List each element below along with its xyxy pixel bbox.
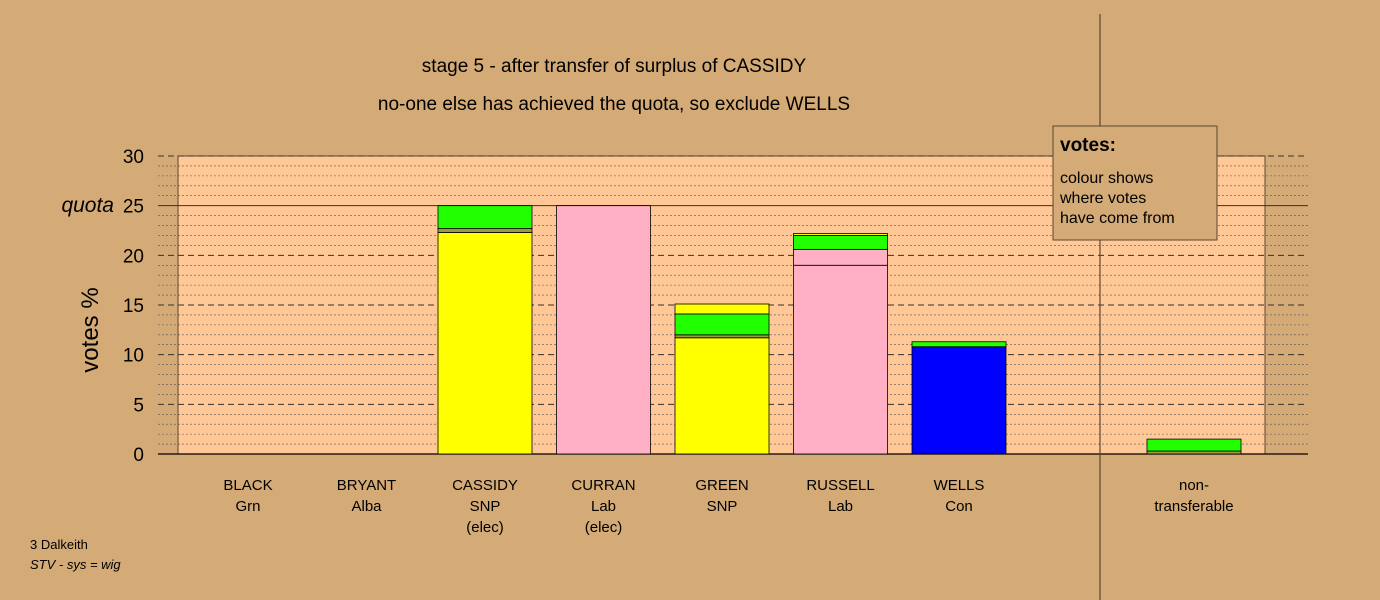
legend-line: colour shows	[1060, 170, 1153, 187]
chart-title: stage 5 - after transfer of surplus of C…	[422, 56, 807, 77]
bar-segment	[793, 233, 888, 236]
y-tick-label: 10	[123, 346, 144, 367]
chart-subtitle: no-one else has achieved the quota, so e…	[378, 94, 850, 115]
bar-segment	[793, 235, 888, 250]
y-axis: 0 5 10 15 20 25 30	[123, 147, 144, 466]
bar-segment	[437, 232, 533, 455]
legend: votes: colour shows where votes have com…	[1052, 125, 1218, 241]
bar-segment	[437, 205, 533, 229]
footer-constituency: 3 Dalkeith	[30, 537, 88, 552]
bar-segment	[556, 205, 651, 455]
y-tick-label: 5	[133, 395, 144, 416]
y-tick-label: 0	[133, 445, 144, 466]
candidate-label: Con	[945, 498, 973, 515]
candidate-label: Alba	[351, 498, 382, 515]
legend-box	[1052, 125, 1218, 241]
bar-segment	[674, 303, 770, 315]
candidate-label: RUSSELL	[806, 477, 874, 494]
candidate-label: Grn	[235, 498, 260, 515]
y-tick-label: 30	[123, 147, 144, 168]
y-tick-label: 25	[123, 197, 144, 218]
bar-segment	[437, 228, 533, 233]
bar-segment	[911, 341, 1007, 348]
candidate-label: BRYANT	[337, 477, 396, 494]
candidate-label: SNP	[470, 498, 501, 515]
legend-line: where votes	[1059, 190, 1146, 207]
candidate-label: CASSIDY	[452, 477, 518, 494]
candidate-label: WELLS	[934, 477, 985, 494]
candidate-labels: BLACK Grn BRYANT Alba CASSIDY SNP (elec) CURRAN…	[223, 477, 1233, 536]
candidate-label: Lab	[828, 498, 853, 515]
legend-title: votes:	[1060, 135, 1116, 156]
y-tick-label: 20	[123, 246, 144, 267]
bar-segment	[793, 248, 888, 266]
non-transferable-label: non-	[1179, 477, 1209, 494]
bars	[437, 205, 1242, 455]
candidate-label: (elec)	[585, 519, 623, 536]
candidate-label: BLACK	[223, 477, 272, 494]
candidate-label: Lab	[591, 498, 616, 515]
bar-segment	[911, 346, 1007, 455]
quota-label: quota	[61, 194, 114, 217]
bar-segment	[1146, 438, 1242, 452]
candidate-label: (elec)	[466, 519, 504, 536]
bar-segment	[674, 337, 770, 455]
candidate-label: SNP	[707, 498, 738, 515]
bar-segment	[1146, 450, 1242, 455]
bar-segment	[674, 313, 770, 336]
candidate-label: CURRAN	[571, 477, 635, 494]
bar-segment	[674, 334, 770, 339]
footer-system: STV - sys = wig	[30, 557, 121, 572]
y-tick-label: 15	[123, 296, 144, 317]
legend-line: have come from	[1060, 210, 1175, 227]
non-transferable-label: transferable	[1154, 498, 1233, 515]
y-axis-label: votes %	[77, 287, 104, 372]
candidate-label: GREEN	[695, 477, 748, 494]
bar-segment	[793, 264, 888, 455]
